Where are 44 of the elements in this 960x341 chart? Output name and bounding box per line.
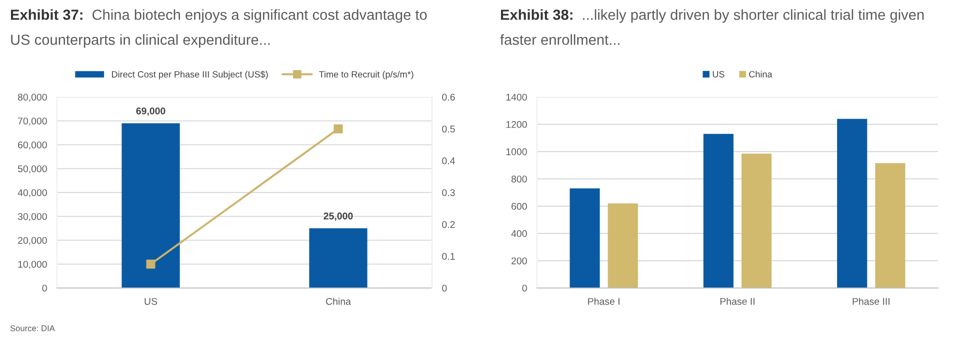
y2-tick-label: 0 — [442, 284, 447, 292]
y-tick-label: 50,000 — [18, 165, 47, 174]
source-note: Source: DIA — [10, 325, 55, 332]
y2-tick-label: 0.3 — [442, 189, 455, 196]
y-tick-label: 200 — [512, 257, 527, 264]
data-label: 69,000 — [136, 108, 166, 116]
x-tick-label: Phase II — [720, 298, 754, 305]
y-tick-label: 10,000 — [18, 260, 47, 269]
y2-tick-label: 0.6 — [442, 94, 455, 101]
bar — [570, 188, 600, 288]
y-tick-label: 1000 — [506, 148, 527, 156]
y-tick-label: 0 — [522, 284, 527, 292]
y-tick-label: 400 — [511, 230, 527, 238]
y2-tick-label: 0.4 — [442, 157, 455, 164]
y-tick-label: 70,000 — [18, 118, 47, 126]
y-tick-label: 600 — [512, 202, 527, 210]
x-tick-label: China — [326, 298, 351, 305]
x-tick-label: US — [144, 298, 158, 305]
y-tick-label: 800 — [511, 176, 527, 182]
data-label: 25,000 — [324, 212, 353, 221]
y2-tick-label: 0.1 — [442, 252, 455, 260]
y2-tick-label: 0.5 — [442, 126, 455, 132]
legend-label: China — [749, 70, 772, 78]
y-tick-label: 30,000 — [18, 213, 47, 222]
y-tick-label: 60,000 — [18, 141, 47, 150]
bar — [703, 134, 734, 288]
y-tick-label: 40,000 — [18, 189, 47, 198]
x-tick-label: Phase III — [852, 298, 890, 305]
y-tick-label: 1200 — [506, 121, 527, 128]
legend-label: US — [712, 71, 724, 78]
bar — [837, 118, 868, 288]
y-tick-label: 20,000 — [18, 236, 47, 246]
bar — [742, 154, 772, 288]
x-tick-label: Phase I — [588, 298, 620, 305]
y2-tick-label: 0.2 — [442, 221, 455, 228]
y-tick-label: 0 — [42, 284, 47, 292]
legend-label: Time to Recruit (p/s/m*) — [319, 70, 414, 80]
bar — [608, 203, 638, 288]
chart-title: Exhibit 37: China biotech enjoys a significant cost advantage to US counterparts in clinical expenditure... — [10, 9, 427, 48]
y-tick-label: 80,000 — [18, 94, 47, 102]
bar — [875, 163, 906, 288]
y-tick-label: 1400 — [506, 94, 527, 101]
chart-title: Exhibit 38: ...likely partly driven by shorter clinical trial time given faster enrollment... — [500, 9, 924, 45]
legend-label: Direct Cost per Phase III Subject (US$) — [112, 70, 268, 80]
